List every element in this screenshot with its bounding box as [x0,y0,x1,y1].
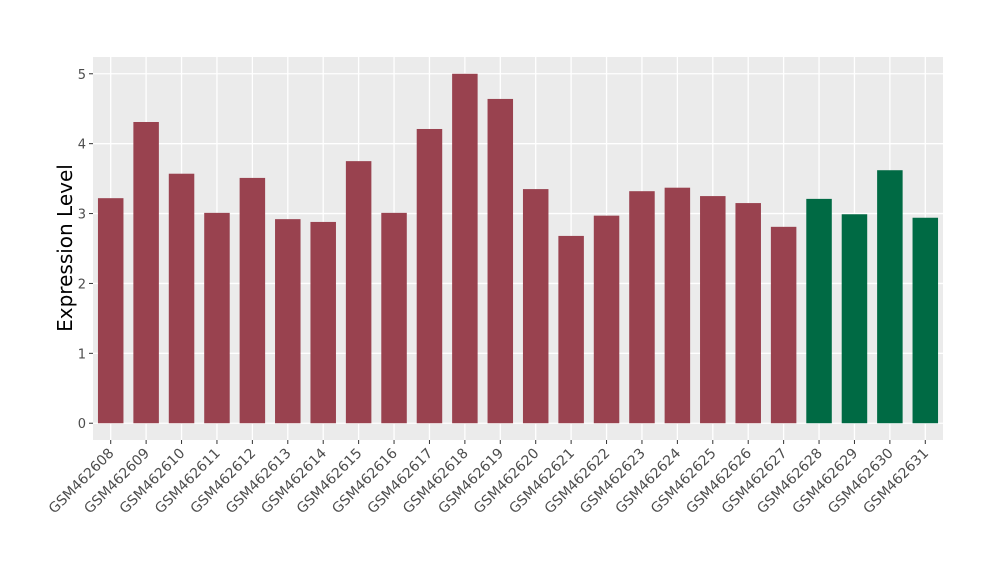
bar [345,161,372,424]
y-tick-label: 4 [78,138,86,153]
bar [770,226,797,424]
bar [310,221,336,424]
y-tick-label: 3 [78,208,86,223]
bar [452,73,478,424]
bar [381,212,407,424]
bar [593,215,620,424]
bar [735,203,761,424]
bar [700,196,726,424]
plot-background [93,57,943,440]
bar [841,214,868,424]
bar [416,128,443,424]
bar [487,98,514,424]
bar [664,187,691,424]
bar [877,170,903,424]
bar [168,173,195,424]
bar [133,121,159,424]
bar [204,212,230,424]
bar [97,198,124,424]
y-tick-label: 5 [78,68,86,83]
bar [912,217,939,424]
bar [239,177,266,424]
y-tick-label: 0 [78,417,86,432]
y-axis-label: Expression Level [53,164,77,332]
bar [806,198,832,424]
y-tick-label: 1 [78,347,86,362]
bar [558,235,584,424]
bar [522,189,549,424]
bar [629,191,655,424]
y-tick-label: 2 [78,277,86,292]
bar [275,219,301,424]
